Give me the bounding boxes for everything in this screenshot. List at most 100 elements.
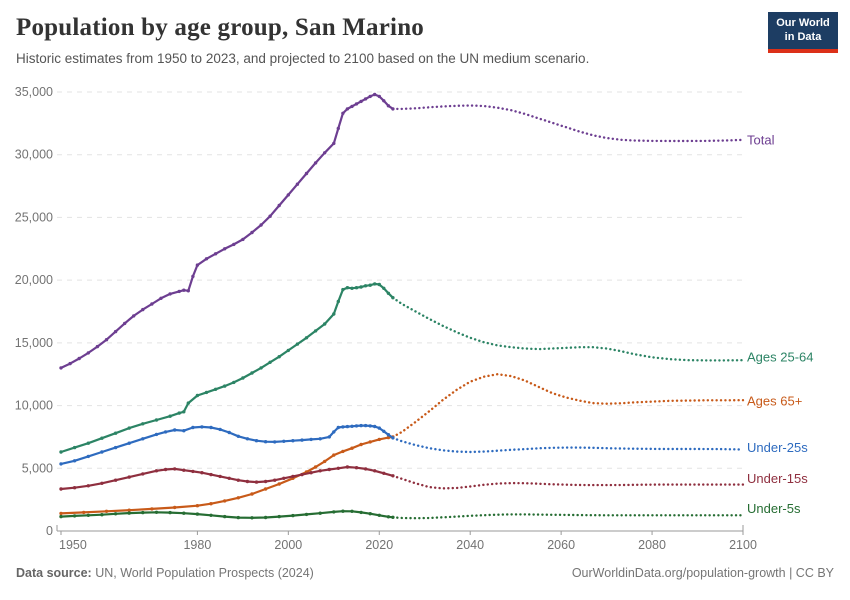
data-point[interactable] <box>113 512 118 516</box>
data-point[interactable] <box>191 425 195 430</box>
data-point[interactable] <box>200 471 204 475</box>
data-point[interactable] <box>168 510 172 515</box>
data-point[interactable] <box>363 467 368 471</box>
data-point[interactable] <box>377 513 381 517</box>
data-point[interactable] <box>277 482 281 486</box>
data-point[interactable] <box>277 514 281 519</box>
data-point[interactable] <box>354 102 359 106</box>
data-point[interactable] <box>132 314 136 318</box>
data-point[interactable] <box>291 513 295 518</box>
data-point[interactable] <box>154 510 159 514</box>
owid-link[interactable]: OurWorldinData.org/population-growth | C… <box>571 566 834 580</box>
data-point[interactable] <box>191 274 195 279</box>
data-point[interactable] <box>218 474 222 479</box>
data-point[interactable] <box>141 422 145 426</box>
data-point[interactable] <box>336 126 340 131</box>
data-point[interactable] <box>100 513 104 517</box>
data-point[interactable] <box>373 469 377 473</box>
series-projection-under-5s[interactable] <box>391 513 745 520</box>
data-point[interactable] <box>173 467 177 471</box>
data-point[interactable] <box>163 467 168 472</box>
data-point[interactable] <box>227 430 231 435</box>
data-point[interactable] <box>282 439 286 443</box>
data-point[interactable] <box>377 94 381 99</box>
data-point[interactable] <box>350 446 354 450</box>
data-point[interactable] <box>59 514 63 519</box>
data-point[interactable] <box>209 502 213 506</box>
data-point[interactable] <box>354 466 359 470</box>
data-point[interactable] <box>59 450 63 454</box>
data-point[interactable] <box>350 509 354 513</box>
data-point[interactable] <box>354 424 359 428</box>
data-point[interactable] <box>368 94 372 99</box>
data-point[interactable] <box>236 434 240 438</box>
data-point[interactable] <box>59 487 63 491</box>
data-point[interactable] <box>286 193 290 197</box>
data-point[interactable] <box>254 480 259 484</box>
data-point[interactable] <box>263 440 268 444</box>
data-point[interactable] <box>159 296 163 300</box>
data-point[interactable] <box>263 479 268 484</box>
data-point[interactable] <box>336 466 340 470</box>
data-point[interactable] <box>59 366 63 370</box>
data-point[interactable] <box>323 459 327 464</box>
data-point[interactable] <box>350 424 354 428</box>
data-point[interactable] <box>100 481 104 485</box>
data-point[interactable] <box>232 380 236 385</box>
data-point[interactable] <box>168 292 172 296</box>
data-point[interactable] <box>363 97 368 101</box>
data-point[interactable] <box>313 465 318 469</box>
data-point[interactable] <box>345 107 350 111</box>
data-point[interactable] <box>177 411 181 415</box>
data-point[interactable] <box>350 286 354 290</box>
data-point[interactable] <box>141 437 145 441</box>
data-point[interactable] <box>182 511 186 515</box>
data-point[interactable] <box>127 426 131 430</box>
data-point[interactable] <box>250 371 254 375</box>
data-point[interactable] <box>241 237 245 242</box>
data-point[interactable] <box>277 203 281 208</box>
series-line-under-15s[interactable] <box>60 465 394 491</box>
data-point[interactable] <box>150 507 154 511</box>
data-point[interactable] <box>359 510 363 515</box>
data-point[interactable] <box>332 430 336 434</box>
data-point[interactable] <box>72 514 77 518</box>
data-point[interactable] <box>382 471 386 475</box>
data-point[interactable] <box>304 336 309 340</box>
data-point[interactable] <box>186 401 190 405</box>
data-point[interactable] <box>377 437 381 442</box>
data-point[interactable] <box>359 442 363 447</box>
data-point[interactable] <box>304 171 309 176</box>
data-point[interactable] <box>72 486 77 490</box>
data-point[interactable] <box>259 223 263 227</box>
data-point[interactable] <box>345 465 350 469</box>
data-point[interactable] <box>59 462 63 466</box>
data-point[interactable] <box>273 478 277 482</box>
series-projection-ages-65-[interactable] <box>391 372 745 439</box>
data-point[interactable] <box>332 510 336 514</box>
data-point[interactable] <box>113 478 118 482</box>
data-point[interactable] <box>332 312 336 316</box>
data-point[interactable] <box>59 511 63 516</box>
data-point[interactable] <box>304 512 309 517</box>
data-point[interactable] <box>232 242 236 247</box>
data-point[interactable] <box>213 387 218 391</box>
data-point[interactable] <box>282 476 286 480</box>
data-point[interactable] <box>127 508 131 512</box>
chart-canvas[interactable]: 0 5,000 10,000 15,000 20,000 25,000 30,000 35,0… <box>0 70 850 555</box>
data-point[interactable] <box>386 435 391 440</box>
data-point[interactable] <box>127 441 131 445</box>
data-point[interactable] <box>327 435 331 439</box>
data-point[interactable] <box>345 286 350 290</box>
data-point[interactable] <box>300 472 304 477</box>
data-point[interactable] <box>141 472 145 476</box>
data-point[interactable] <box>373 424 377 429</box>
series-projection-total[interactable] <box>391 104 745 143</box>
data-point[interactable] <box>163 430 168 434</box>
data-point[interactable] <box>86 351 91 355</box>
data-point[interactable] <box>245 479 250 484</box>
data-point[interactable] <box>309 471 313 475</box>
data-point[interactable] <box>82 510 86 515</box>
data-point[interactable] <box>227 476 231 480</box>
data-point[interactable] <box>386 433 391 437</box>
